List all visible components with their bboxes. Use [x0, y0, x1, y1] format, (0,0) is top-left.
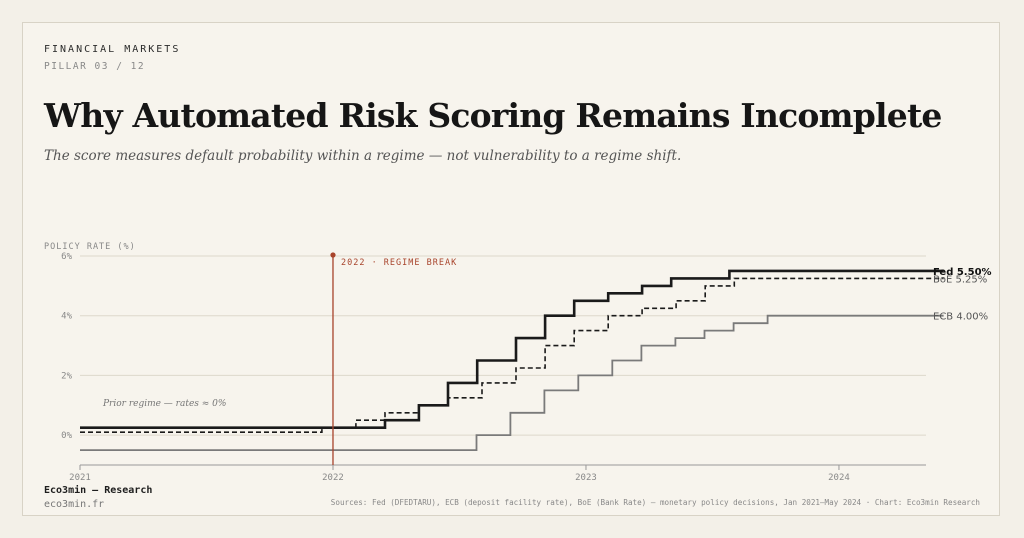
x-tick-label: 2024: [828, 473, 850, 483]
footer-sources: Sources: Fed (DFEDTARU), ECB (deposit fa…: [330, 498, 980, 507]
regime-break-label: 2022 · REGIME BREAK: [341, 258, 457, 268]
page-title: Why Automated Risk Scoring Remains Incom…: [44, 96, 942, 135]
x-tick-label: 2021: [69, 473, 91, 483]
x-tick-label: 2022: [322, 473, 344, 483]
series-line-ecb: [80, 314, 944, 451]
y-tick-label: 2%: [61, 371, 72, 381]
footer-site: eco3min.fr: [44, 499, 105, 510]
y-tick-label: 4%: [61, 312, 72, 322]
y-tick-label: 6%: [61, 252, 72, 262]
series-label-fed: Fed 5.50%: [933, 267, 992, 278]
pillar-indicator: PILLAR 03 / 12: [44, 61, 146, 72]
x-tick-label: 2023: [575, 473, 597, 483]
regime-break-dot: [330, 252, 336, 258]
footer-brand: Eco3min — Research: [44, 485, 153, 496]
series-label-boe: BoE 5.25%: [933, 274, 987, 285]
page-subtitle: The score measures default probability w…: [44, 148, 682, 164]
y-axis-label: POLICY RATE (%): [44, 242, 136, 252]
series-line-boe: [80, 277, 944, 433]
prior-regime-annotation: Prior regime — rates ≈ 0%: [102, 399, 226, 409]
section-kicker: FINANCIAL MARKETS: [44, 44, 181, 55]
series-label-ecb: ECB 4.00%: [933, 312, 988, 323]
y-tick-label: 0%: [61, 431, 72, 441]
